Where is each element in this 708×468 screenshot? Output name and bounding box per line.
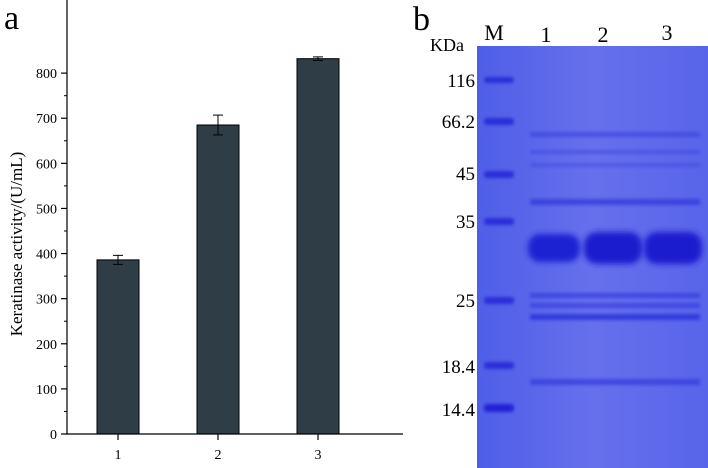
bars xyxy=(96,56,340,435)
main-band-lane-1 xyxy=(528,234,580,262)
main-band-lane-2 xyxy=(584,232,642,264)
x-tick-label: 3 xyxy=(315,448,322,463)
bar-2 xyxy=(196,124,240,435)
sample-band xyxy=(530,199,700,205)
sample-band xyxy=(530,163,700,167)
lane-label-3: 3 xyxy=(662,20,673,45)
y-axis-title: Keratinase activity/(U/mL) xyxy=(7,152,26,337)
marker-band xyxy=(484,404,514,412)
sample-band xyxy=(530,314,700,320)
marker-band xyxy=(484,77,514,83)
y-tick-label: 200 xyxy=(36,338,57,353)
marker-label-116: 116 xyxy=(447,71,475,92)
x-tick-label: 1 xyxy=(115,448,122,463)
marker-band xyxy=(484,297,514,304)
sample-lanes xyxy=(528,132,702,385)
y-tick-label: 300 xyxy=(36,293,57,308)
sample-band xyxy=(530,303,700,308)
marker-label-66: 66.2 xyxy=(442,112,475,133)
marker-band xyxy=(484,171,514,178)
marker-band xyxy=(484,218,514,225)
panel-b: b KDa M 1 2 3 116 66.2 45 35 25 18.4 14.… xyxy=(413,1,708,468)
x-tick-label: 2 xyxy=(215,448,222,463)
y-tick-label: 500 xyxy=(36,202,57,217)
panel-a-label: a xyxy=(4,0,19,37)
x-axis-ticks: 1 2 3 xyxy=(115,434,322,463)
kda-unit-label: KDa xyxy=(430,35,464,55)
y-tick-label: 400 xyxy=(36,248,57,263)
marker-band xyxy=(484,362,514,369)
y-tick-label: 100 xyxy=(36,383,57,398)
sample-band xyxy=(530,293,700,298)
bar-1 xyxy=(96,259,140,435)
marker-label-45: 45 xyxy=(456,164,475,185)
marker-label-14: 14.4 xyxy=(442,400,476,421)
marker-lane xyxy=(484,77,514,412)
y-tick-label: 800 xyxy=(36,67,57,82)
lane-label-2: 2 xyxy=(598,22,609,47)
marker-label-18: 18.4 xyxy=(442,357,476,378)
main-band-lane-3 xyxy=(644,232,702,264)
panel-b-label: b xyxy=(413,1,430,38)
y-tick-label: 700 xyxy=(36,112,57,127)
y-axis-ticks: 0 100 200 300 400 500 600 700 800 xyxy=(36,67,67,443)
lane-label-1: 1 xyxy=(541,22,552,47)
sample-band xyxy=(530,150,700,154)
lane-label-m: M xyxy=(484,20,504,45)
sample-band xyxy=(530,132,700,137)
marker-band xyxy=(484,118,514,125)
y-tick-label: 600 xyxy=(36,157,57,172)
marker-label-25: 25 xyxy=(456,291,475,312)
bar-3 xyxy=(296,58,340,435)
panel-a: a Keratinase activity/(U/mL) 0 100 200 300 4… xyxy=(4,0,403,463)
sample-band xyxy=(530,379,700,385)
y-tick-label: 0 xyxy=(50,428,57,443)
marker-label-35: 35 xyxy=(456,212,475,233)
